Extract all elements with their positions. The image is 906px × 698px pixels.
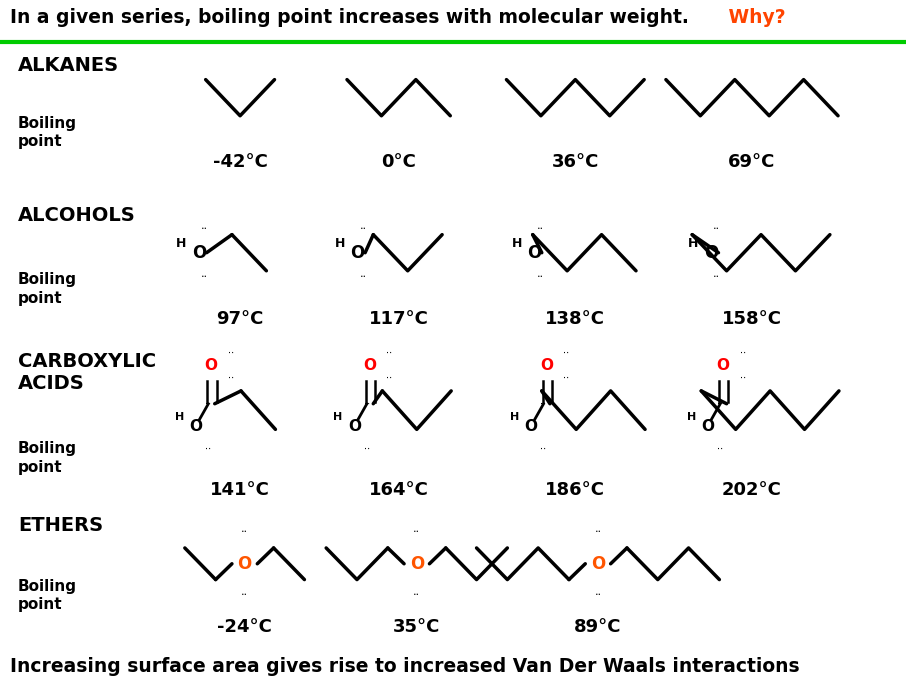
Text: O: O (591, 555, 605, 573)
Text: ⋅⋅: ⋅⋅ (241, 527, 248, 537)
Text: ⋅⋅: ⋅⋅ (364, 444, 370, 454)
Text: O: O (540, 358, 553, 373)
Text: ⋅⋅: ⋅⋅ (740, 373, 746, 383)
Text: In a given series, boiling point increases with molecular weight.: In a given series, boiling point increas… (10, 8, 689, 27)
Text: ⋅⋅: ⋅⋅ (387, 373, 392, 383)
Text: ETHERS: ETHERS (18, 517, 103, 535)
Text: O: O (363, 358, 376, 373)
Text: O: O (205, 358, 217, 373)
Text: 97°C: 97°C (217, 310, 264, 328)
Text: 117°C: 117°C (369, 310, 429, 328)
Text: O: O (348, 419, 361, 433)
Text: ⋅⋅: ⋅⋅ (360, 272, 367, 282)
Text: ⋅⋅: ⋅⋅ (228, 373, 234, 383)
Text: ⋅⋅: ⋅⋅ (564, 373, 569, 383)
Text: 138°C: 138°C (545, 310, 605, 328)
Text: Boiling
point: Boiling point (18, 441, 77, 475)
Text: 89°C: 89°C (574, 618, 622, 636)
Text: O: O (527, 244, 542, 262)
Text: ⋅⋅: ⋅⋅ (594, 527, 602, 537)
Text: -24°C: -24°C (217, 618, 272, 636)
Text: O: O (410, 555, 424, 573)
Text: 0°C: 0°C (381, 154, 416, 172)
Text: O: O (237, 555, 252, 573)
Text: O: O (701, 419, 714, 433)
Text: ⋅⋅: ⋅⋅ (413, 591, 420, 600)
Text: ⋅⋅: ⋅⋅ (740, 348, 746, 357)
Text: Boiling
point: Boiling point (18, 115, 77, 149)
Text: ⋅⋅: ⋅⋅ (387, 348, 392, 357)
Text: 35°C: 35°C (393, 618, 440, 636)
Text: ⋅⋅: ⋅⋅ (364, 399, 370, 409)
Text: ⋅⋅: ⋅⋅ (201, 272, 208, 282)
Text: 186°C: 186°C (545, 481, 605, 499)
Text: ⋅⋅: ⋅⋅ (228, 348, 234, 357)
Text: 202°C: 202°C (722, 481, 782, 499)
Text: ALCOHOLS: ALCOHOLS (18, 206, 136, 225)
Text: ⋅⋅: ⋅⋅ (564, 348, 569, 357)
Text: ⋅⋅: ⋅⋅ (360, 223, 367, 234)
Text: 36°C: 36°C (552, 154, 599, 172)
Text: Boiling
point: Boiling point (18, 579, 77, 612)
Text: H: H (335, 237, 345, 250)
Text: ⋅⋅: ⋅⋅ (541, 444, 546, 454)
Text: ALKANES: ALKANES (18, 56, 120, 75)
Text: ⋅⋅: ⋅⋅ (206, 399, 211, 409)
Text: 69°C: 69°C (728, 154, 776, 172)
Text: H: H (689, 237, 699, 250)
Text: ⋅⋅: ⋅⋅ (718, 444, 723, 454)
Text: ⋅⋅: ⋅⋅ (536, 223, 544, 234)
Text: ⋅⋅: ⋅⋅ (206, 444, 211, 454)
Text: O: O (351, 244, 365, 262)
Text: O: O (704, 244, 718, 262)
Text: Increasing surface area gives rise to increased Van Der Waals interactions: Increasing surface area gives rise to in… (10, 658, 800, 676)
Text: Boiling
point: Boiling point (18, 272, 77, 306)
Text: H: H (333, 412, 342, 422)
Text: H: H (687, 412, 696, 422)
Text: ⋅⋅: ⋅⋅ (201, 223, 208, 234)
Text: CARBOXYLIC
ACIDS: CARBOXYLIC ACIDS (18, 352, 156, 393)
Text: H: H (175, 412, 184, 422)
Text: O: O (192, 244, 207, 262)
Text: Why?: Why? (722, 8, 786, 27)
Text: 141°C: 141°C (210, 481, 270, 499)
Text: ⋅⋅: ⋅⋅ (594, 591, 602, 600)
Text: ⋅⋅: ⋅⋅ (713, 272, 720, 282)
Text: ⋅⋅: ⋅⋅ (241, 591, 248, 600)
Text: O: O (525, 419, 537, 433)
Text: ⋅⋅: ⋅⋅ (413, 527, 420, 537)
Text: 158°C: 158°C (722, 310, 782, 328)
Text: H: H (512, 237, 522, 250)
Text: O: O (189, 419, 202, 433)
Text: H: H (510, 412, 519, 422)
Text: ⋅⋅: ⋅⋅ (541, 399, 546, 409)
Text: -42°C: -42°C (213, 154, 267, 172)
Text: O: O (717, 358, 729, 373)
Text: ⋅⋅: ⋅⋅ (536, 272, 544, 282)
Text: H: H (177, 237, 187, 250)
Text: ⋅⋅: ⋅⋅ (713, 223, 720, 234)
Text: ⋅⋅: ⋅⋅ (718, 399, 723, 409)
Text: 164°C: 164°C (369, 481, 429, 499)
